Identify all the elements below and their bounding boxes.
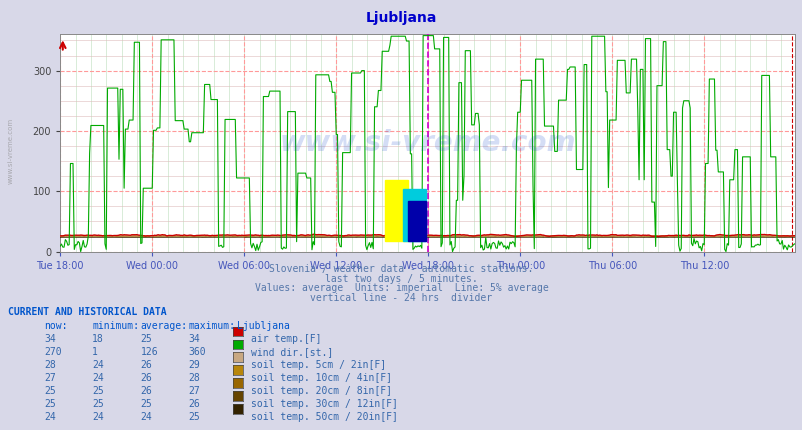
Text: Slovenia / weather data - automatic stations.: Slovenia / weather data - automatic stat… [269, 264, 533, 274]
Text: 24: 24 [44, 412, 56, 421]
Text: soil temp. 5cm / 2in[F]: soil temp. 5cm / 2in[F] [250, 360, 385, 370]
Text: wind dir.[st.]: wind dir.[st.] [250, 347, 332, 357]
Text: 29: 29 [188, 360, 200, 370]
Text: 27: 27 [44, 373, 56, 383]
Text: 25: 25 [44, 399, 56, 408]
Text: 25: 25 [140, 399, 152, 408]
Bar [407, 202, 425, 241]
Text: 25: 25 [92, 399, 104, 408]
Text: 24: 24 [140, 412, 152, 421]
Text: 24: 24 [92, 360, 104, 370]
Text: vertical line - 24 hrs  divider: vertical line - 24 hrs divider [310, 293, 492, 303]
Text: 26: 26 [140, 373, 152, 383]
Text: 26: 26 [188, 399, 200, 408]
Bar [402, 190, 425, 241]
Text: 28: 28 [188, 373, 200, 383]
Text: 360: 360 [188, 347, 206, 357]
Text: 25: 25 [44, 386, 56, 396]
Text: 18: 18 [92, 334, 104, 344]
Text: now:: now: [44, 321, 67, 331]
Text: 25: 25 [140, 334, 152, 344]
Text: 34: 34 [44, 334, 56, 344]
Text: 25: 25 [188, 412, 200, 421]
Text: 1: 1 [92, 347, 98, 357]
Text: 25: 25 [92, 386, 104, 396]
Text: soil temp. 50cm / 20in[F]: soil temp. 50cm / 20in[F] [250, 412, 397, 421]
Text: 27: 27 [188, 386, 200, 396]
Text: Ljubljana: Ljubljana [237, 321, 290, 331]
Text: 126: 126 [140, 347, 158, 357]
Text: last two days / 5 minutes.: last two days / 5 minutes. [325, 274, 477, 284]
Bar [384, 180, 407, 241]
Text: Ljubljana: Ljubljana [366, 11, 436, 25]
Text: CURRENT AND HISTORICAL DATA: CURRENT AND HISTORICAL DATA [8, 307, 167, 317]
Text: 24: 24 [92, 373, 104, 383]
Text: soil temp. 30cm / 12in[F]: soil temp. 30cm / 12in[F] [250, 399, 397, 408]
Text: www.si-vreme.com: www.si-vreme.com [279, 129, 575, 157]
Text: 270: 270 [44, 347, 62, 357]
Text: soil temp. 10cm / 4in[F]: soil temp. 10cm / 4in[F] [250, 373, 391, 383]
Text: soil temp. 20cm / 8in[F]: soil temp. 20cm / 8in[F] [250, 386, 391, 396]
Text: 26: 26 [140, 386, 152, 396]
Text: 24: 24 [92, 412, 104, 421]
Text: 28: 28 [44, 360, 56, 370]
Text: Values: average  Units: imperial  Line: 5% average: Values: average Units: imperial Line: 5%… [254, 283, 548, 293]
Text: air temp.[F]: air temp.[F] [250, 334, 321, 344]
Text: www.si-vreme.com: www.si-vreme.com [7, 117, 14, 184]
Text: 26: 26 [140, 360, 152, 370]
Text: average:: average: [140, 321, 188, 331]
Text: 34: 34 [188, 334, 200, 344]
Text: minimum:: minimum: [92, 321, 140, 331]
Text: maximum:: maximum: [188, 321, 236, 331]
